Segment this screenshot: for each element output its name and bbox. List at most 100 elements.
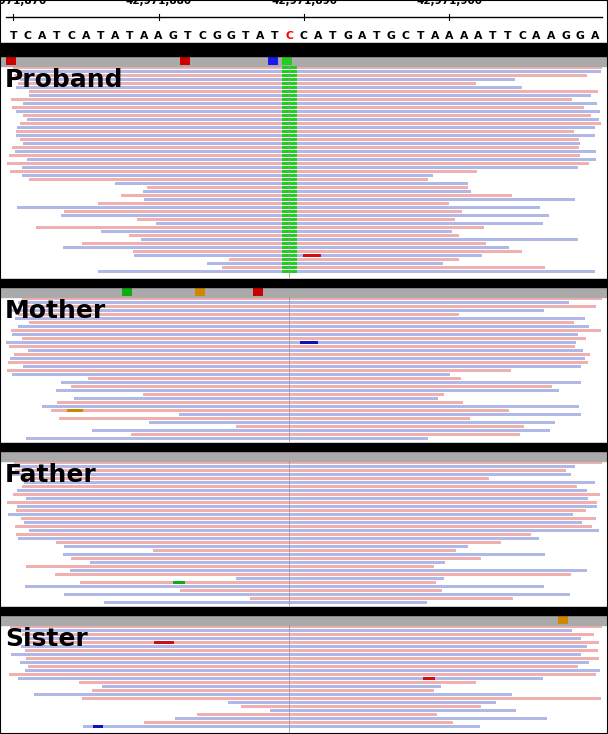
Bar [282, 114, 297, 117]
Bar [105, 601, 427, 604]
Text: 42,971,890: 42,971,890 [271, 0, 337, 6]
Bar [71, 557, 482, 560]
Bar [282, 178, 297, 181]
Bar [221, 266, 545, 269]
Text: C: C [24, 31, 32, 41]
Bar [98, 270, 595, 273]
Bar [51, 409, 509, 412]
Bar [69, 569, 587, 572]
Bar [29, 178, 428, 181]
Bar [282, 130, 297, 133]
Bar [282, 254, 297, 257]
Bar [282, 194, 297, 197]
Bar [282, 170, 297, 173]
Bar [282, 190, 297, 193]
Bar [29, 529, 599, 532]
Bar [92, 429, 550, 432]
Text: A: A [590, 31, 599, 41]
Bar [24, 114, 590, 117]
Bar [18, 325, 589, 328]
Bar [133, 250, 522, 253]
Text: T: T [53, 31, 61, 41]
Bar [16, 86, 522, 89]
Bar [80, 581, 436, 584]
Bar [6, 341, 576, 344]
Bar [14, 461, 602, 464]
Bar [64, 210, 462, 213]
Bar [13, 66, 602, 69]
Bar [15, 150, 596, 153]
Bar [26, 497, 589, 500]
Bar [11, 98, 573, 101]
Bar [17, 505, 596, 508]
Bar [18, 82, 477, 85]
Text: A: A [358, 31, 367, 41]
Bar [16, 509, 587, 512]
Bar [29, 94, 592, 97]
Bar [153, 549, 456, 552]
Bar [22, 337, 586, 340]
Bar [0, 451, 608, 461]
Bar [282, 174, 297, 177]
Bar [270, 709, 516, 712]
Bar [179, 413, 581, 416]
Bar [282, 90, 297, 93]
Bar [81, 242, 486, 245]
Bar [282, 162, 297, 165]
Bar [98, 202, 449, 205]
Bar [0, 443, 608, 451]
Bar [282, 57, 292, 65]
Bar [282, 250, 297, 253]
Bar [92, 725, 103, 728]
Bar [23, 365, 581, 368]
Bar [282, 182, 297, 185]
Bar [25, 637, 581, 640]
Bar [24, 481, 595, 484]
Bar [282, 246, 297, 249]
Text: Father: Father [5, 463, 97, 487]
Bar [282, 110, 297, 113]
Bar [423, 677, 435, 680]
Bar [27, 118, 599, 121]
Bar [10, 329, 601, 332]
Text: T: T [184, 31, 192, 41]
Bar [268, 57, 278, 65]
Bar [0, 56, 608, 66]
Bar [6, 57, 16, 65]
Bar [282, 98, 297, 101]
Text: C: C [67, 31, 75, 41]
Bar [43, 405, 579, 408]
Bar [282, 218, 297, 221]
Bar [15, 469, 566, 472]
Bar [20, 78, 515, 81]
Bar [27, 349, 583, 352]
Bar [18, 313, 459, 316]
Text: G: G [169, 31, 178, 41]
Bar [18, 301, 568, 304]
Bar [0, 287, 608, 297]
Bar [15, 525, 592, 528]
Bar [10, 357, 585, 360]
Bar [149, 421, 554, 424]
Bar [14, 629, 572, 632]
Text: C: C [518, 31, 526, 41]
Bar [282, 202, 297, 205]
Bar [282, 118, 297, 121]
Bar [141, 238, 578, 241]
Bar [282, 134, 297, 137]
Bar [17, 126, 595, 129]
Text: A: A [445, 31, 454, 41]
Bar [282, 142, 297, 145]
Bar [64, 545, 468, 548]
Text: T: T [330, 31, 337, 41]
Bar [300, 341, 317, 344]
Bar [229, 258, 459, 261]
Bar [19, 122, 601, 125]
Bar [282, 222, 297, 225]
Bar [282, 258, 297, 261]
Bar [16, 70, 601, 73]
Bar [11, 653, 581, 656]
Bar [236, 577, 444, 580]
Bar [29, 641, 599, 644]
Bar [72, 385, 552, 388]
